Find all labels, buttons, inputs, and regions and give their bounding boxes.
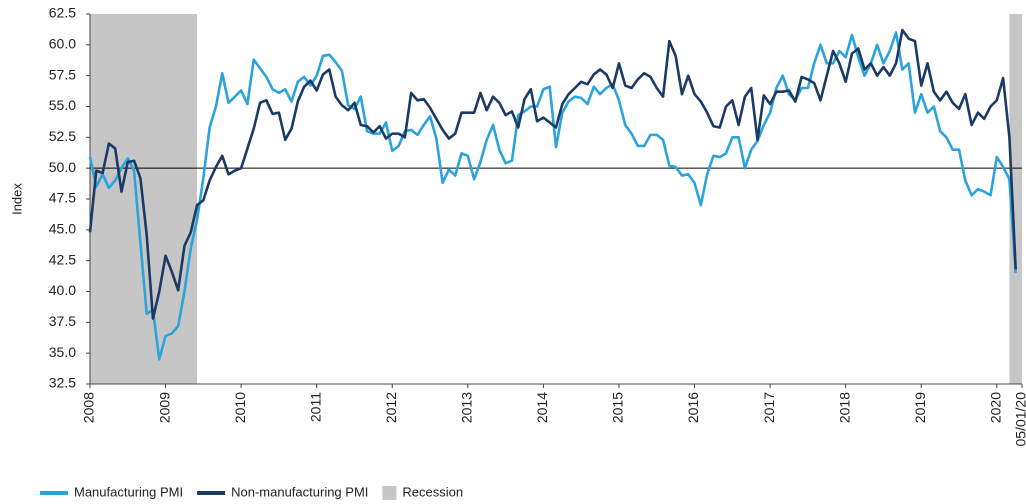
- x-tick-label: 2010: [232, 392, 248, 423]
- series-line: [88, 28, 1017, 320]
- x-tick-label: 2013: [459, 392, 475, 423]
- y-axis-label: Index: [9, 183, 24, 215]
- x-tick-label: 2020: [988, 392, 1004, 423]
- y-tick-label: 52.5: [49, 128, 76, 144]
- x-tick-label: 2016: [685, 392, 701, 423]
- y-tick-label: 42.5: [49, 251, 76, 267]
- x-tick-label: 2008: [81, 392, 97, 423]
- legend-label: Non-manufacturing PMI: [231, 484, 368, 499]
- recession-band: [1009, 14, 1022, 384]
- x-tick-label: 2018: [836, 392, 852, 423]
- x-tick-label: 2011: [307, 392, 323, 422]
- y-tick-label: 62.5: [49, 5, 76, 21]
- y-tick-label: 60.0: [49, 36, 76, 52]
- x-tick-label: 2009: [156, 392, 172, 423]
- y-tick-label: 45.0: [49, 221, 76, 237]
- y-tick-label: 47.5: [49, 190, 76, 206]
- legend-label: Manufacturing PMI: [74, 484, 183, 499]
- y-tick-label: 32.5: [49, 375, 76, 391]
- y-tick-label: 50.0: [49, 159, 76, 175]
- x-tick-label: 2012: [383, 392, 399, 423]
- legend-label: Recession: [402, 484, 463, 499]
- x-tick-label: 2014: [534, 392, 550, 423]
- x-tick-label: 2019: [912, 392, 928, 423]
- legend-swatch: [382, 486, 397, 500]
- x-tick-label: 05/01/20: [1013, 392, 1026, 447]
- y-tick-label: 40.0: [49, 282, 76, 298]
- y-tick-label: 35.0: [49, 344, 76, 360]
- y-tick-label: 55.0: [49, 97, 76, 113]
- x-tick-label: 2017: [761, 392, 777, 423]
- x-tick-label: 2015: [610, 392, 626, 423]
- y-tick-label: 57.5: [49, 66, 76, 82]
- y-tick-label: 37.5: [49, 313, 76, 329]
- series-line: [88, 31, 1017, 361]
